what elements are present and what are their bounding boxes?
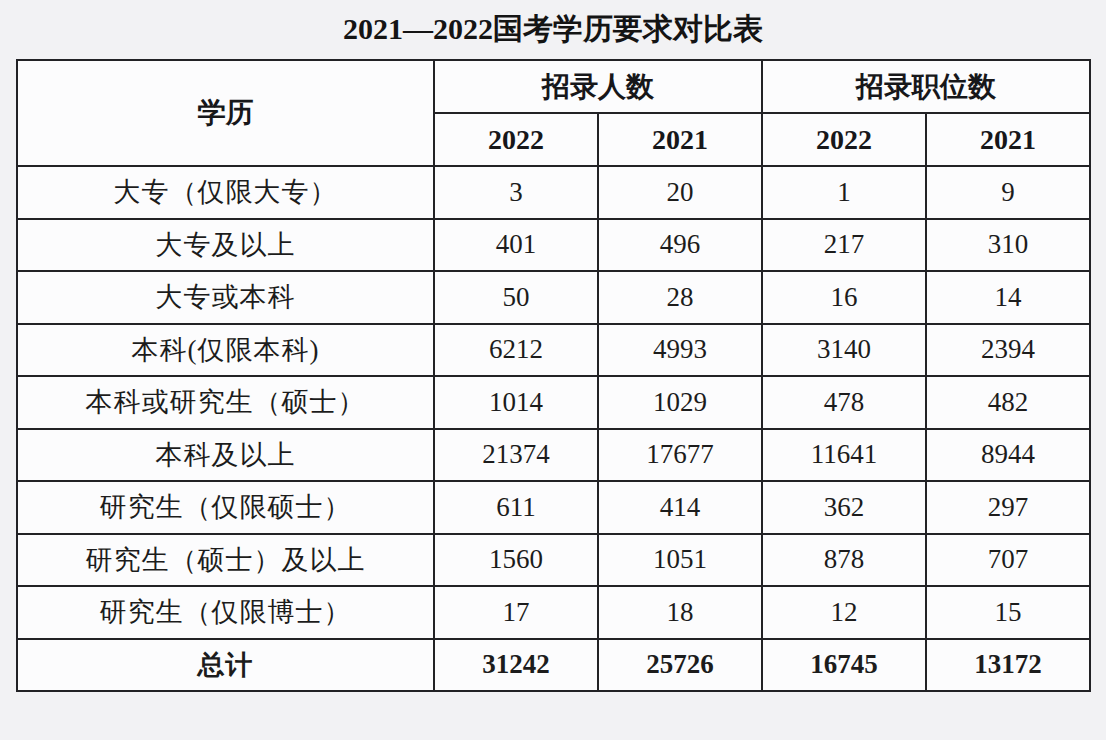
cell-value: 20 <box>598 166 762 219</box>
table-row: 大专或本科 50 28 16 14 <box>17 271 1090 324</box>
cell-value: 11641 <box>762 429 926 482</box>
cell-value: 15 <box>926 586 1090 639</box>
cell-value: 1560 <box>434 534 598 587</box>
cell-value: 362 <box>762 481 926 534</box>
cell-value: 17 <box>434 586 598 639</box>
row-label: 研究生（仅限硕士） <box>17 481 434 534</box>
header-position-count: 招录职位数 <box>762 60 1090 113</box>
cell-value: 496 <box>598 219 762 272</box>
total-value: 13172 <box>926 639 1090 692</box>
row-label: 研究生（仅限博士） <box>17 586 434 639</box>
cell-value: 401 <box>434 219 598 272</box>
total-label: 总计 <box>17 639 434 692</box>
total-value: 31242 <box>434 639 598 692</box>
table-row: 本科(仅限本科) 6212 4993 3140 2394 <box>17 324 1090 377</box>
cell-value: 8944 <box>926 429 1090 482</box>
total-value: 16745 <box>762 639 926 692</box>
cell-value: 217 <box>762 219 926 272</box>
cell-value: 297 <box>926 481 1090 534</box>
header-year-position-2021: 2021 <box>926 113 1090 166</box>
cell-value: 3 <box>434 166 598 219</box>
cell-value: 478 <box>762 376 926 429</box>
row-label: 本科或研究生（硕士） <box>17 376 434 429</box>
table-row: 大专（仅限大专） 3 20 1 9 <box>17 166 1090 219</box>
cell-value: 17677 <box>598 429 762 482</box>
cell-value: 878 <box>762 534 926 587</box>
cell-value: 3140 <box>762 324 926 377</box>
row-label: 本科(仅限本科) <box>17 324 434 377</box>
cell-value: 2394 <box>926 324 1090 377</box>
table-row: 研究生（仅限博士） 17 18 12 15 <box>17 586 1090 639</box>
header-year-recruit-2022: 2022 <box>434 113 598 166</box>
cell-value: 482 <box>926 376 1090 429</box>
cell-value: 50 <box>434 271 598 324</box>
header-recruit-count: 招录人数 <box>434 60 762 113</box>
cell-value: 14 <box>926 271 1090 324</box>
row-label: 研究生（硕士）及以上 <box>17 534 434 587</box>
cell-value: 28 <box>598 271 762 324</box>
cell-value: 310 <box>926 219 1090 272</box>
cell-value: 12 <box>762 586 926 639</box>
table-row: 大专及以上 401 496 217 310 <box>17 219 1090 272</box>
cell-value: 1051 <box>598 534 762 587</box>
cell-value: 611 <box>434 481 598 534</box>
cell-value: 1029 <box>598 376 762 429</box>
education-comparison-table: 学历 招录人数 招录职位数 2022 2021 2022 2021 大专（仅限大… <box>16 59 1091 692</box>
cell-value: 1014 <box>434 376 598 429</box>
cell-value: 6212 <box>434 324 598 377</box>
table-row-total: 总计 31242 25726 16745 13172 <box>17 639 1090 692</box>
row-label: 大专（仅限大专） <box>17 166 434 219</box>
row-label: 大专及以上 <box>17 219 434 272</box>
header-education: 学历 <box>17 60 434 166</box>
cell-value: 4993 <box>598 324 762 377</box>
header-row-groups: 学历 招录人数 招录职位数 <box>17 60 1090 113</box>
header-year-recruit-2021: 2021 <box>598 113 762 166</box>
cell-value: 707 <box>926 534 1090 587</box>
cell-value: 9 <box>926 166 1090 219</box>
row-label: 大专或本科 <box>17 271 434 324</box>
cell-value: 414 <box>598 481 762 534</box>
page-title: 2021—2022国考学历要求对比表 <box>0 0 1106 59</box>
cell-value: 16 <box>762 271 926 324</box>
table-row: 研究生（仅限硕士） 611 414 362 297 <box>17 481 1090 534</box>
table-row: 研究生（硕士）及以上 1560 1051 878 707 <box>17 534 1090 587</box>
table-row: 本科或研究生（硕士） 1014 1029 478 482 <box>17 376 1090 429</box>
table-row: 本科及以上 21374 17677 11641 8944 <box>17 429 1090 482</box>
cell-value: 18 <box>598 586 762 639</box>
row-label: 本科及以上 <box>17 429 434 482</box>
total-value: 25726 <box>598 639 762 692</box>
cell-value: 1 <box>762 166 926 219</box>
header-year-position-2022: 2022 <box>762 113 926 166</box>
cell-value: 21374 <box>434 429 598 482</box>
